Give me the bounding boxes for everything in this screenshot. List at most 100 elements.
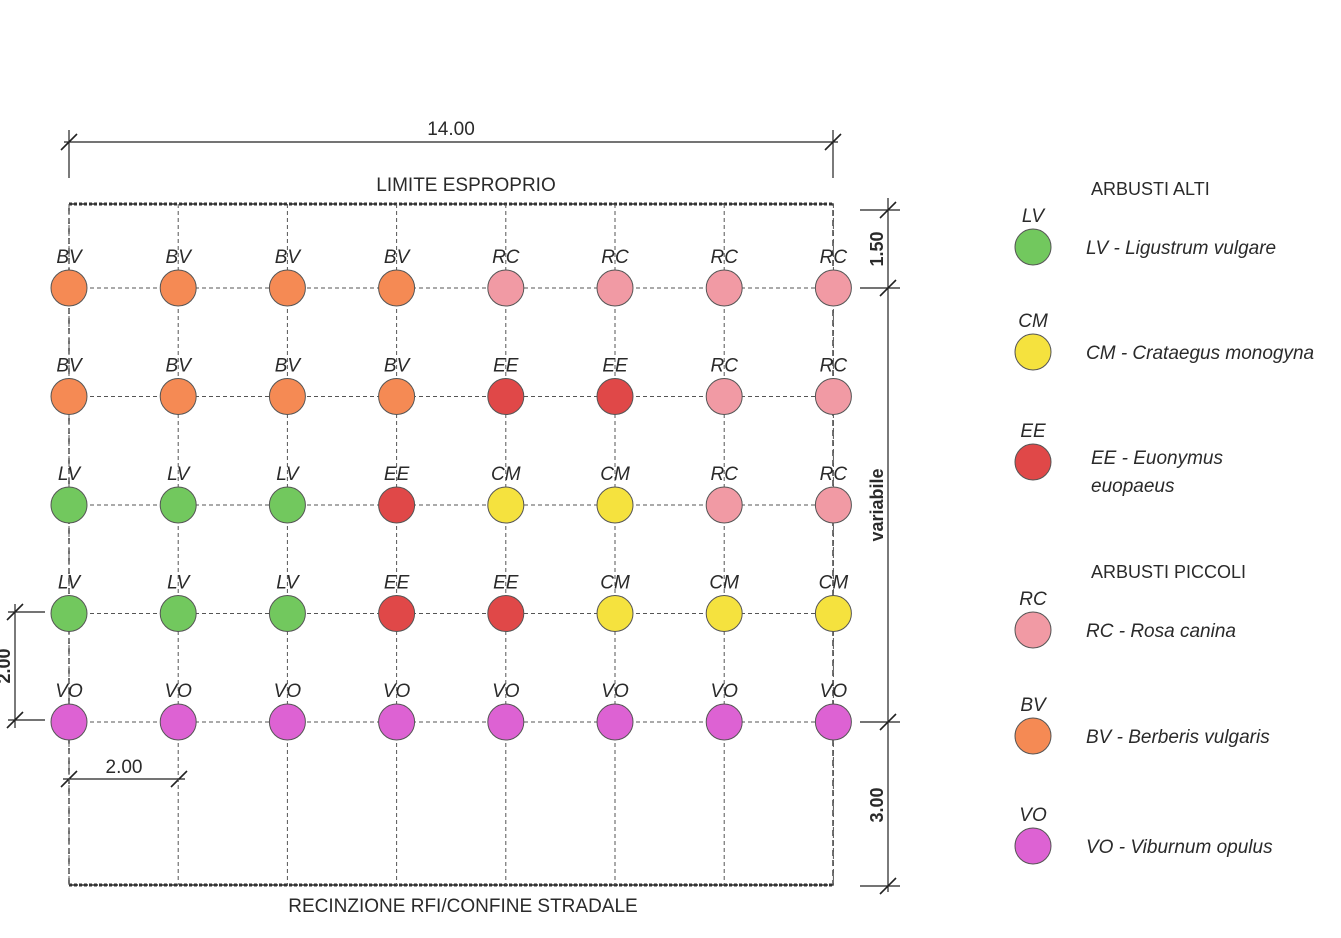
plant-circle [378, 486, 416, 524]
plant-bv: BV [50, 247, 88, 307]
plant-code-label: BV [384, 247, 412, 268]
plant-code-label: EE [602, 356, 628, 377]
legend-species-name: BV - Berberis vulgaris [1086, 727, 1270, 748]
legend-species-name: RC - Rosa canina [1086, 621, 1236, 642]
plant-vo: VO [50, 681, 88, 741]
legend-species-name: EE - Euonymus euopaeus [1091, 448, 1223, 497]
row-spacing-label: 2.00 [0, 648, 14, 683]
plant-circle [596, 595, 634, 632]
plant-circle [487, 269, 525, 307]
legend-code: BV [1020, 695, 1048, 716]
legend-species-name: LV - Ligustrum vulgare [1086, 238, 1276, 259]
plant-vo: VO [378, 681, 416, 741]
plant-circle [378, 595, 416, 632]
legend-group-heading: ARBUSTI PICCOLI [1091, 562, 1246, 582]
variable-label: variabile [867, 468, 887, 541]
plant-bv: BV [50, 356, 88, 415]
plant-ee: EE [378, 573, 416, 632]
plant-circle [268, 703, 306, 741]
legend-item-cm: CM CM - Crataegus monogyna [1014, 311, 1314, 371]
planting-grid-lines [68, 204, 834, 885]
plant-lv: LV [159, 573, 197, 632]
plant-circle [50, 269, 88, 307]
dimension-tick [879, 279, 897, 297]
plant-cm: CM [596, 464, 634, 524]
legend-species-name: VO - Viburnum opulus [1086, 837, 1273, 858]
plant-circle [705, 269, 743, 307]
legend-swatch [1014, 333, 1052, 371]
legend-code: EE [1020, 421, 1046, 442]
dimension-tick [6, 711, 24, 729]
plant-circle [596, 378, 634, 415]
plant-code-label: RC [710, 247, 738, 268]
plant-lv: LV [50, 464, 88, 524]
dimension-tick [879, 877, 897, 895]
plant-bv: BV [378, 247, 416, 307]
plant-circle [814, 378, 852, 415]
legend-code: CM [1018, 311, 1048, 332]
plant-cm: CM [596, 573, 634, 632]
plot-boundary-sides [68, 203, 834, 886]
plant-code-label: BV [166, 356, 194, 377]
plant-code-label: CM [491, 464, 521, 485]
plant-cm: CM [814, 573, 852, 632]
plant-circle [268, 486, 306, 524]
plant-circle [50, 703, 88, 741]
plant-circle [159, 269, 197, 307]
plant-code-label: RC [820, 356, 848, 377]
plant-ee: EE [487, 573, 525, 632]
plant-circle [814, 595, 852, 632]
legend-species-name-line: euopaeus [1091, 476, 1175, 497]
plant-code-label: BV [56, 356, 84, 377]
plant-circle [487, 378, 525, 415]
plant-code-label: RC [601, 247, 629, 268]
top-margin-label: 1.50 [867, 231, 887, 266]
plant-circle [159, 703, 197, 741]
legend-swatch [1014, 443, 1052, 481]
plant-code-label: VO [164, 681, 192, 702]
plant-code-label: VO [601, 681, 629, 702]
plant-circle [814, 703, 852, 741]
plant-bv: BV [268, 356, 306, 415]
total-width-label: 14.00 [427, 119, 475, 140]
plant-circle [705, 595, 743, 632]
legend-species-name: CM - Crataegus monogyna [1086, 343, 1314, 364]
plant-vo: VO [705, 681, 743, 741]
plant-code-label: LV [58, 464, 83, 485]
plant-vo: VO [268, 681, 306, 741]
plant-code-label: LV [58, 573, 83, 594]
plant-ee: EE [487, 356, 525, 415]
plant-code-label: LV [276, 464, 301, 485]
legend-item-lv: LV LV - Ligustrum vulgare [1014, 206, 1276, 266]
legend-swatch [1014, 827, 1052, 865]
plant-code-label: VO [55, 681, 83, 702]
plant-circle [50, 486, 88, 524]
plant-code-label: RC [710, 356, 738, 377]
plant-circle [159, 595, 197, 632]
plant-rc: RC [487, 247, 525, 307]
plant-code-label: LV [167, 464, 192, 485]
legend-item-bv: BV BV - Berberis vulgaris [1014, 695, 1270, 755]
plant-circle [268, 595, 306, 632]
plant-code-label: EE [493, 356, 519, 377]
plant-code-label: RC [820, 464, 848, 485]
plant-code-label: BV [275, 356, 303, 377]
plant-code-label: CM [600, 573, 630, 594]
plant-lv: LV [268, 464, 306, 524]
plant-vo: VO [159, 681, 197, 741]
legend-item-ee: EE EE - Euonymus euopaeus [1014, 421, 1223, 497]
legend-swatch [1014, 228, 1052, 266]
plant-circle [50, 595, 88, 632]
plant-vo: VO [596, 681, 634, 741]
plant-vo: VO [814, 681, 852, 741]
legend-item-vo: VO VO - Viburnum opulus [1014, 805, 1273, 865]
legend-code: VO [1019, 805, 1047, 826]
plant-rc: RC [705, 247, 743, 307]
plant-circle [378, 703, 416, 741]
plant-circle [814, 269, 852, 307]
plant-code-label: LV [276, 573, 301, 594]
dimension-tick [6, 603, 24, 621]
plant-code-label: RC [710, 464, 738, 485]
plant-lv: LV [50, 573, 88, 632]
plant-circle [814, 486, 852, 524]
